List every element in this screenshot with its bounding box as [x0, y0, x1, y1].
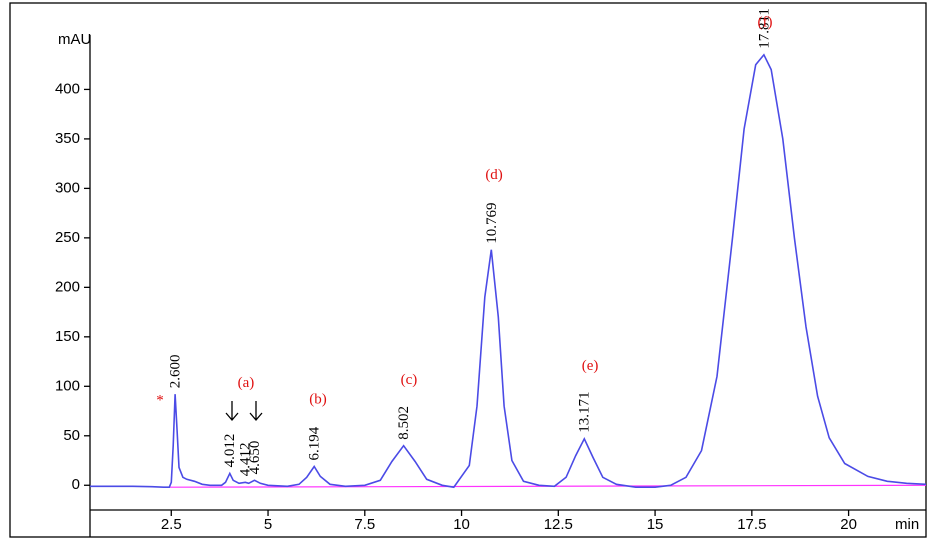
- peak-tag: *: [156, 393, 164, 409]
- peak-label: 4.412: [238, 443, 254, 477]
- y-tick-label: 300: [55, 179, 80, 196]
- x-tick-label: 15: [647, 516, 664, 533]
- peak-label: 4.012: [222, 434, 238, 468]
- x-tick-label: 2.5: [161, 516, 182, 533]
- trace: [90, 53, 927, 489]
- x-tick-label: 20: [840, 516, 857, 533]
- x-tick-label: 12.5: [544, 516, 573, 533]
- arrow: [249, 401, 263, 421]
- x-tick-label: 7.5: [354, 516, 375, 533]
- y-tick-label: 50: [63, 427, 80, 444]
- x-tick-label: 10: [453, 516, 470, 533]
- y-tick-label: 250: [55, 229, 80, 246]
- peak-label: 4.650: [247, 441, 263, 475]
- peak-label: 13.171: [577, 392, 593, 433]
- arrow: [225, 401, 239, 421]
- y-tick-label: 350: [55, 130, 80, 147]
- peak-label: 17.811: [756, 8, 772, 49]
- y-tick-label: 0: [72, 476, 80, 493]
- peak-tag: (f): [757, 15, 772, 31]
- y-tick-label: 150: [55, 328, 80, 345]
- peak-label: 8.502: [396, 406, 412, 440]
- x-axis-label: min: [895, 516, 919, 533]
- peak-tag: (a): [238, 375, 255, 391]
- frame: [9, 2, 927, 538]
- peak-label: 2.600: [168, 354, 184, 388]
- peak-label: 10.769: [484, 202, 500, 243]
- peak-label: 6.194: [307, 426, 323, 460]
- y-tick-label: 400: [55, 80, 80, 97]
- y-tick-label: 200: [55, 278, 80, 295]
- peak-tag: (b): [309, 392, 327, 408]
- peak-tag: (d): [485, 167, 503, 183]
- peak-tag: (e): [582, 358, 599, 374]
- y-axis-label: mAU: [58, 31, 91, 48]
- y-tick-label: 100: [55, 377, 80, 394]
- peak-tag: (c): [401, 372, 418, 388]
- x-tick-label: 5: [264, 516, 272, 533]
- x-tick-label: 17.5: [737, 516, 766, 533]
